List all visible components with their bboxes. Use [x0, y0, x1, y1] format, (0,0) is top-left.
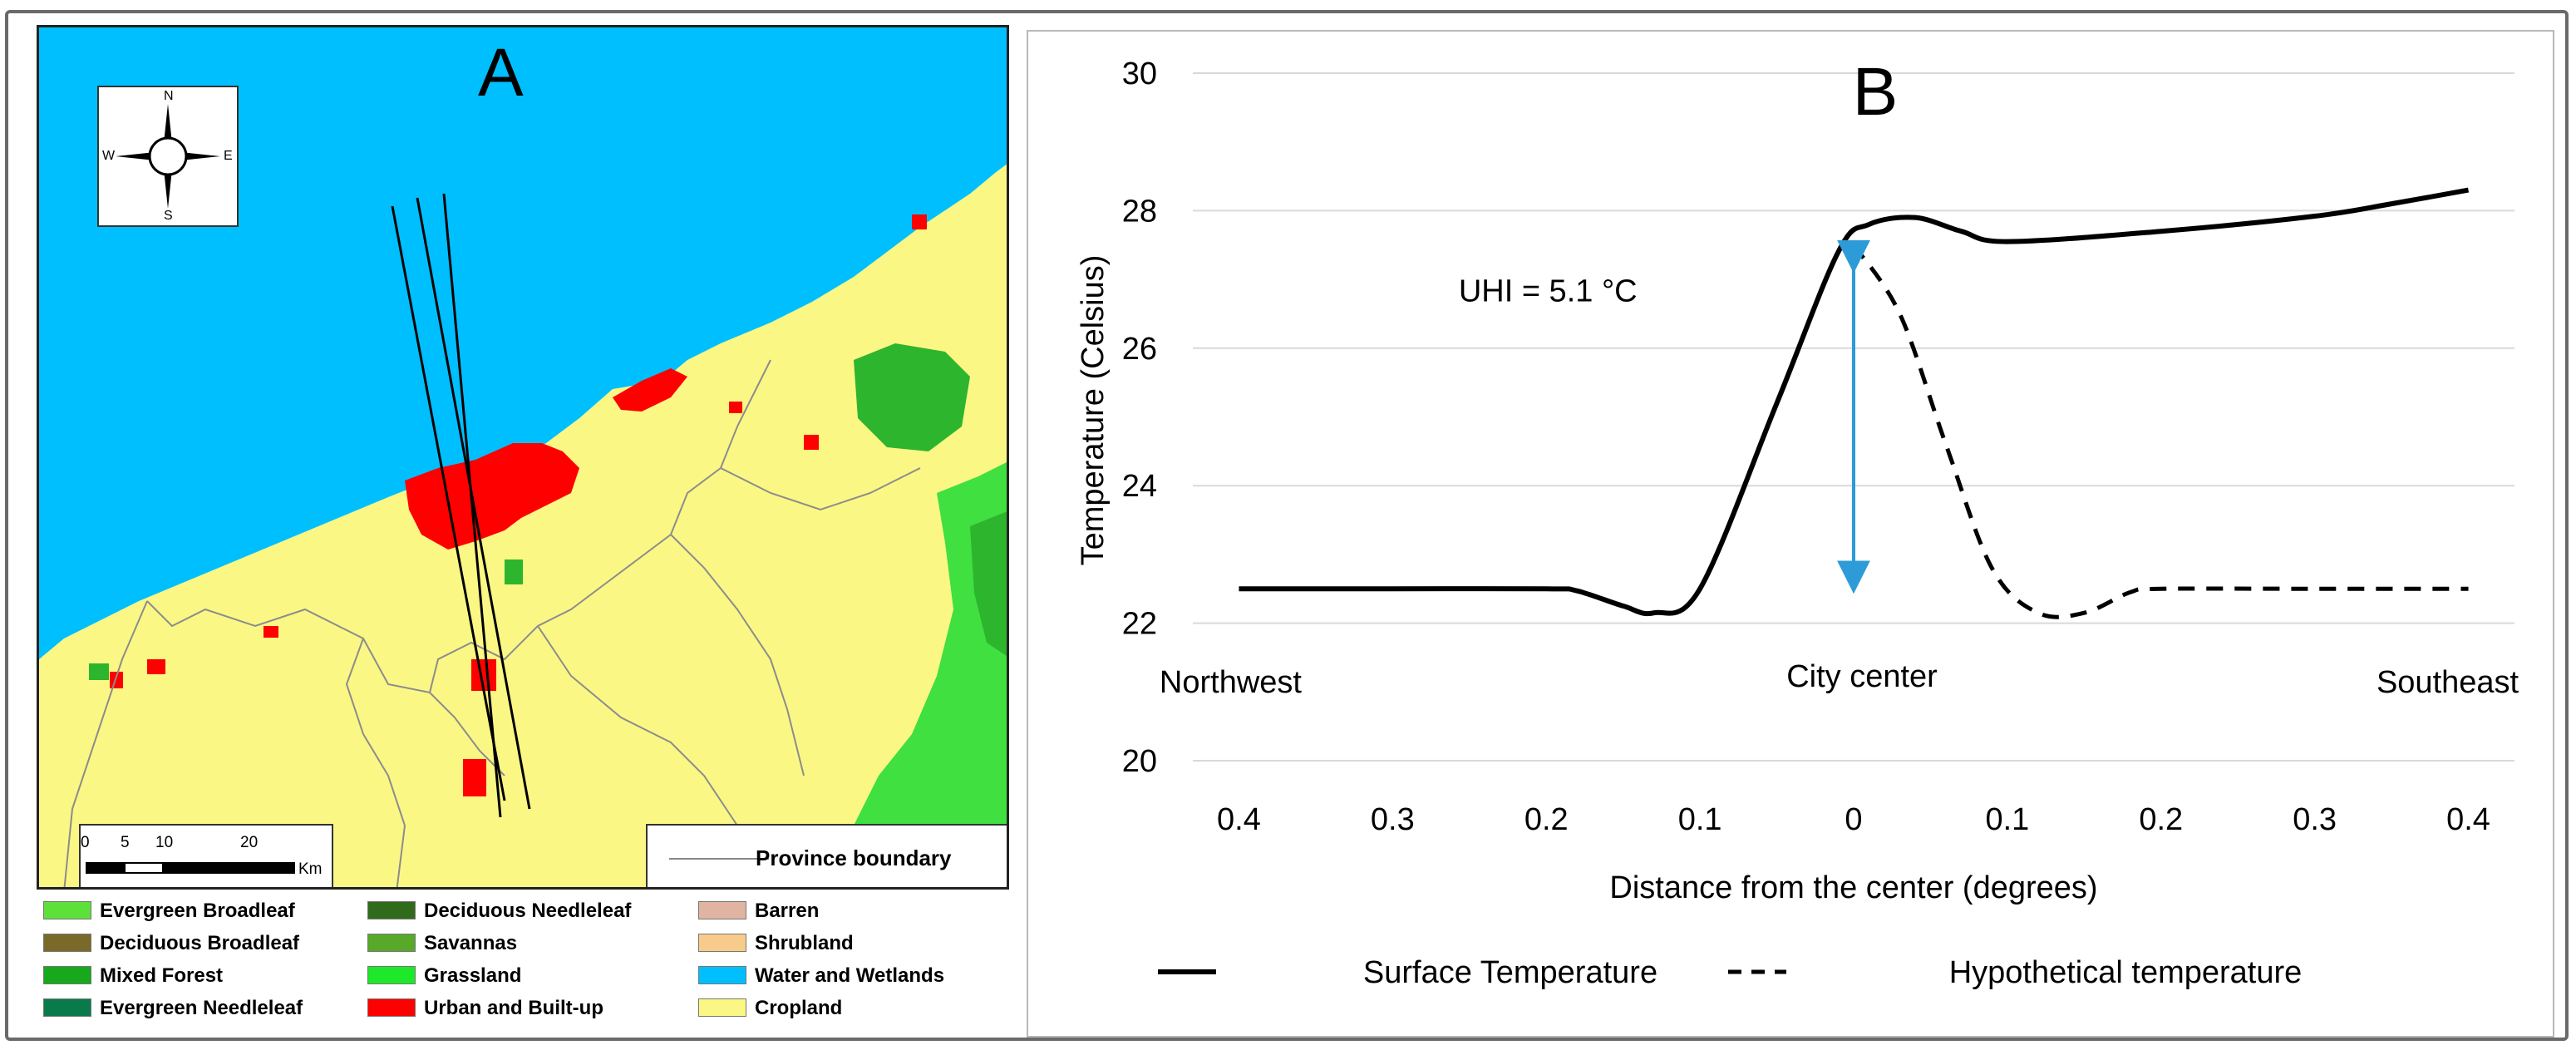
- y-tick-label: 24: [1122, 469, 1157, 504]
- x-axis-label: Distance from the center (degrees): [1609, 870, 2097, 905]
- legend-swatch: [698, 966, 746, 984]
- compass-south: S: [164, 209, 173, 223]
- legend-swatch: [367, 901, 416, 919]
- y-tick-label: 28: [1122, 194, 1157, 229]
- legend-swatch: [698, 934, 746, 952]
- legend-swatch: [367, 966, 416, 984]
- compass-rose: N S W E: [97, 86, 239, 227]
- scale-unit: Km: [298, 860, 323, 878]
- forest-patch: [854, 343, 970, 451]
- southeast-label: Southeast: [2377, 665, 2519, 700]
- temperature-chart: 20 22 24 26 28 30 0.4 0.3 0.2 0.1 0 0.1 0.2 0.3 0.4 Dis…: [1076, 54, 2519, 990]
- surface-temperature-line: [1239, 187, 2470, 617]
- x-tick-label: 0.4: [2446, 802, 2490, 837]
- panel-a-letter: A: [478, 35, 524, 111]
- urban-patch: [912, 214, 927, 229]
- urban-patch: [264, 626, 278, 638]
- legend-swatch: [43, 901, 91, 919]
- legend-label: Deciduous Needleleaf: [424, 900, 632, 922]
- hypothetical-temperature-line: [1851, 244, 2469, 619]
- legend-swatch: [43, 998, 91, 1017]
- legend-label: Savannas: [424, 932, 518, 954]
- legend-label: Barren: [755, 900, 820, 922]
- legend-label-hypothetical: Hypothetical temperature: [1949, 955, 2303, 990]
- scale-segment: [124, 862, 164, 874]
- compass-icon: [116, 104, 220, 209]
- urban-area-east: [613, 368, 687, 412]
- forest-patch-small: [89, 663, 109, 680]
- y-tick-label: 20: [1122, 744, 1157, 779]
- x-tick-label: 0.1: [1985, 802, 2029, 837]
- legend-label: Deciduous Broadleaf: [100, 932, 300, 954]
- x-tick-label: 0.2: [1524, 802, 1569, 837]
- sea-area: [39, 27, 1007, 659]
- scale-tick: 5: [121, 834, 130, 851]
- northwest-label: Northwest: [1160, 665, 1302, 700]
- x-tick-label: 0.2: [2139, 802, 2183, 837]
- urban-area-main: [405, 443, 579, 550]
- urban-patch: [147, 659, 165, 674]
- legend-swatch: [43, 934, 91, 952]
- scale-tick: 20: [240, 834, 259, 851]
- legend-label: Shrubland: [755, 932, 854, 954]
- legend-swatch: [698, 901, 746, 919]
- province-legend-label: Province boundary: [756, 845, 952, 870]
- legend-label: Mixed Forest: [100, 964, 224, 987]
- y-axis-label: Temperature (Celsius): [1076, 255, 1111, 566]
- y-tick-label: 30: [1122, 57, 1157, 91]
- transect-lines: [391, 193, 531, 818]
- urban-patch: [804, 435, 819, 450]
- province-line-swatch: [669, 858, 769, 860]
- panel-b-letter: B: [1853, 54, 1899, 130]
- city-center-label: City center: [1786, 659, 1938, 694]
- y-tick-label: 26: [1122, 332, 1157, 367]
- x-tick-label: 0.3: [1371, 802, 1415, 837]
- scale-bar: 0 5 10 20 Km: [79, 824, 333, 887]
- urban-patch: [729, 402, 742, 413]
- legend-swatch: [698, 998, 746, 1017]
- legend-swatch: [367, 934, 416, 952]
- province-legend: Province boundary: [646, 824, 1007, 887]
- y-tick-label: 22: [1122, 607, 1157, 642]
- x-tick-label: 0: [1845, 802, 1862, 837]
- legend-label: Evergreen Needleleaf: [100, 997, 303, 1019]
- legend-swatch: [43, 966, 91, 984]
- legend-label: Cropland: [755, 997, 843, 1019]
- scale-tick: 10: [155, 834, 174, 851]
- legend-label: Grassland: [424, 964, 522, 987]
- legend-label-surface: Surface Temperature: [1363, 955, 1657, 990]
- legend-label: Water and Wetlands: [755, 964, 945, 987]
- forest-patch-small: [505, 560, 523, 584]
- land-cover-map: A N S W E 0 5 10 20 Km Province boundary: [37, 25, 1009, 890]
- scale-tick: 0: [81, 834, 90, 851]
- savanna-patch: [970, 511, 1007, 656]
- urban-patch: [463, 759, 486, 796]
- legend-label: Evergreen Broadleaf: [100, 900, 295, 922]
- x-tick-label: 0.3: [2293, 802, 2337, 837]
- x-tick-label: 0.1: [1678, 802, 1722, 837]
- uhi-annotation: UHI = 5.1 °C: [1459, 274, 1638, 309]
- x-tick-label: 0.4: [1217, 802, 1261, 837]
- legend-swatch: [367, 998, 416, 1017]
- compass-east: E: [224, 149, 233, 163]
- compass-north: N: [164, 89, 174, 103]
- grassland-patch: [838, 462, 1007, 887]
- compass-west: W: [102, 149, 116, 163]
- scale-segment: [162, 862, 295, 874]
- temperature-chart-panel: 20 22 24 26 28 30 0.4 0.3 0.2 0.1 0 0.1 0.2 0.3 0.4 Dis…: [1027, 30, 2554, 1038]
- scale-segment: [86, 862, 126, 874]
- legend-label: Urban and Built-up: [424, 997, 603, 1019]
